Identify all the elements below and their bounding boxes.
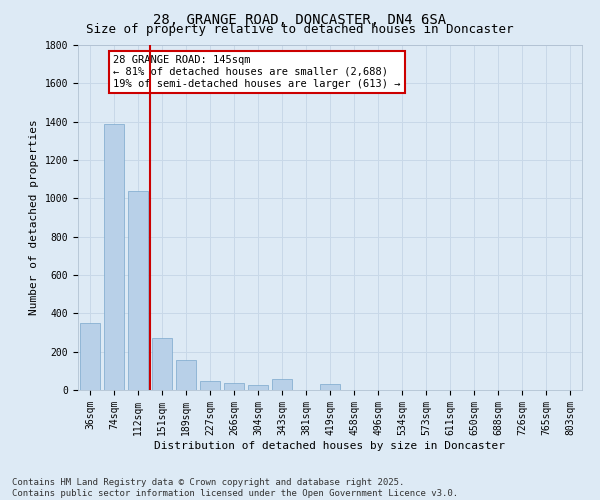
Text: 28 GRANGE ROAD: 145sqm
← 81% of detached houses are smaller (2,688)
19% of semi-: 28 GRANGE ROAD: 145sqm ← 81% of detached… xyxy=(113,56,401,88)
Bar xyxy=(176,360,196,390)
Bar xyxy=(80,323,100,390)
Bar xyxy=(104,124,124,390)
Bar xyxy=(152,338,172,390)
Bar xyxy=(320,384,340,390)
Bar xyxy=(272,380,292,390)
Bar xyxy=(248,385,268,390)
Y-axis label: Number of detached properties: Number of detached properties xyxy=(29,120,39,316)
Bar xyxy=(200,382,220,390)
Text: Size of property relative to detached houses in Doncaster: Size of property relative to detached ho… xyxy=(86,22,514,36)
Bar xyxy=(224,384,244,390)
Text: Contains HM Land Registry data © Crown copyright and database right 2025.
Contai: Contains HM Land Registry data © Crown c… xyxy=(12,478,458,498)
Bar xyxy=(128,190,148,390)
X-axis label: Distribution of detached houses by size in Doncaster: Distribution of detached houses by size … xyxy=(155,440,505,450)
Text: 28, GRANGE ROAD, DONCASTER, DN4 6SA: 28, GRANGE ROAD, DONCASTER, DN4 6SA xyxy=(154,12,446,26)
